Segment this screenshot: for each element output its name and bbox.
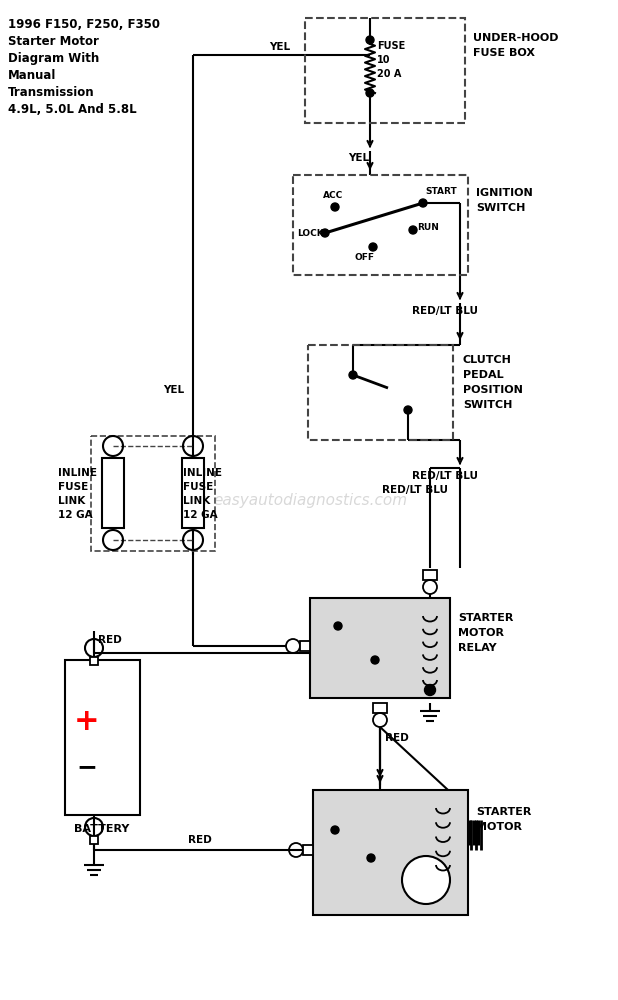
Text: MOTOR: MOTOR bbox=[458, 628, 504, 638]
Bar bbox=[313, 790, 468, 915]
Text: FUSE: FUSE bbox=[58, 482, 88, 492]
Bar bbox=[91, 436, 215, 551]
Circle shape bbox=[402, 856, 450, 904]
Text: RUN: RUN bbox=[417, 224, 439, 232]
Text: POSITION: POSITION bbox=[463, 385, 523, 395]
Text: FUSE: FUSE bbox=[183, 482, 213, 492]
Text: RELAY: RELAY bbox=[458, 643, 497, 653]
Bar bbox=[102, 458, 124, 528]
Text: START: START bbox=[425, 186, 457, 196]
Text: RED/LT BLU: RED/LT BLU bbox=[412, 306, 478, 316]
Text: UNDER-HOOD: UNDER-HOOD bbox=[473, 33, 559, 43]
Text: INLINE: INLINE bbox=[183, 468, 222, 478]
Text: BATTERY: BATTERY bbox=[74, 824, 130, 834]
Text: YEL: YEL bbox=[163, 385, 184, 395]
Text: 20 A: 20 A bbox=[377, 69, 401, 79]
Text: STARTER: STARTER bbox=[476, 807, 531, 817]
Circle shape bbox=[349, 371, 357, 379]
Text: CLUTCH: CLUTCH bbox=[463, 355, 512, 365]
Text: 4.9L, 5.0L And 5.8L: 4.9L, 5.0L And 5.8L bbox=[8, 103, 137, 116]
Text: 1996 F150, F250, F350: 1996 F150, F250, F350 bbox=[8, 18, 160, 31]
Text: SWITCH: SWITCH bbox=[476, 203, 525, 213]
Bar bbox=[65, 660, 140, 815]
Text: YEL: YEL bbox=[348, 153, 369, 163]
Text: INLINE: INLINE bbox=[58, 468, 97, 478]
Bar bbox=[373, 703, 387, 713]
Text: 10: 10 bbox=[377, 55, 391, 65]
Text: FUSE: FUSE bbox=[377, 41, 405, 51]
Circle shape bbox=[331, 203, 339, 211]
Circle shape bbox=[366, 36, 374, 44]
Text: RED/LT BLU: RED/LT BLU bbox=[382, 485, 448, 495]
Circle shape bbox=[371, 656, 379, 664]
Text: RED/LT BLU: RED/LT BLU bbox=[412, 471, 478, 481]
Circle shape bbox=[409, 226, 417, 234]
Text: STARTER: STARTER bbox=[458, 613, 514, 623]
Bar bbox=[310, 598, 450, 698]
Bar bbox=[90, 657, 98, 665]
Bar bbox=[182, 458, 204, 528]
Text: IGNITION: IGNITION bbox=[476, 188, 533, 198]
Text: 12 GA: 12 GA bbox=[183, 510, 218, 520]
Text: Starter Motor: Starter Motor bbox=[8, 35, 99, 48]
Text: ACC: ACC bbox=[323, 190, 343, 200]
Bar bbox=[300, 641, 310, 651]
Bar bbox=[303, 845, 313, 855]
Text: M: M bbox=[417, 871, 435, 889]
Text: SWITCH: SWITCH bbox=[463, 400, 512, 410]
Text: FUSE BOX: FUSE BOX bbox=[473, 48, 535, 58]
Text: Diagram With: Diagram With bbox=[8, 52, 99, 65]
Bar bbox=[305, 18, 465, 123]
Text: RED: RED bbox=[98, 635, 122, 645]
Text: OFF: OFF bbox=[355, 253, 375, 262]
Bar bbox=[423, 570, 437, 580]
Bar bbox=[308, 345, 453, 440]
Bar bbox=[293, 175, 468, 275]
Circle shape bbox=[331, 826, 339, 834]
Circle shape bbox=[419, 199, 427, 207]
Text: LINK: LINK bbox=[183, 496, 210, 506]
Text: Manual: Manual bbox=[8, 69, 56, 82]
Text: RED: RED bbox=[385, 733, 408, 743]
Bar bbox=[90, 836, 98, 844]
Text: easyautodiagnostics.com: easyautodiagnostics.com bbox=[213, 492, 407, 508]
Circle shape bbox=[334, 622, 342, 630]
Circle shape bbox=[425, 684, 436, 696]
Text: LINK: LINK bbox=[58, 496, 85, 506]
Text: RED: RED bbox=[188, 835, 212, 845]
Text: +: + bbox=[74, 708, 100, 736]
Text: PEDAL: PEDAL bbox=[463, 370, 504, 380]
Text: MOTOR: MOTOR bbox=[476, 822, 522, 832]
Circle shape bbox=[404, 406, 412, 414]
Text: YEL: YEL bbox=[269, 42, 290, 52]
Circle shape bbox=[369, 243, 377, 251]
Text: −: − bbox=[77, 755, 98, 779]
Circle shape bbox=[367, 854, 375, 862]
Circle shape bbox=[366, 89, 374, 97]
Text: 12 GA: 12 GA bbox=[58, 510, 93, 520]
Text: LOCK: LOCK bbox=[297, 229, 324, 237]
Text: Transmission: Transmission bbox=[8, 86, 95, 99]
Circle shape bbox=[321, 229, 329, 237]
